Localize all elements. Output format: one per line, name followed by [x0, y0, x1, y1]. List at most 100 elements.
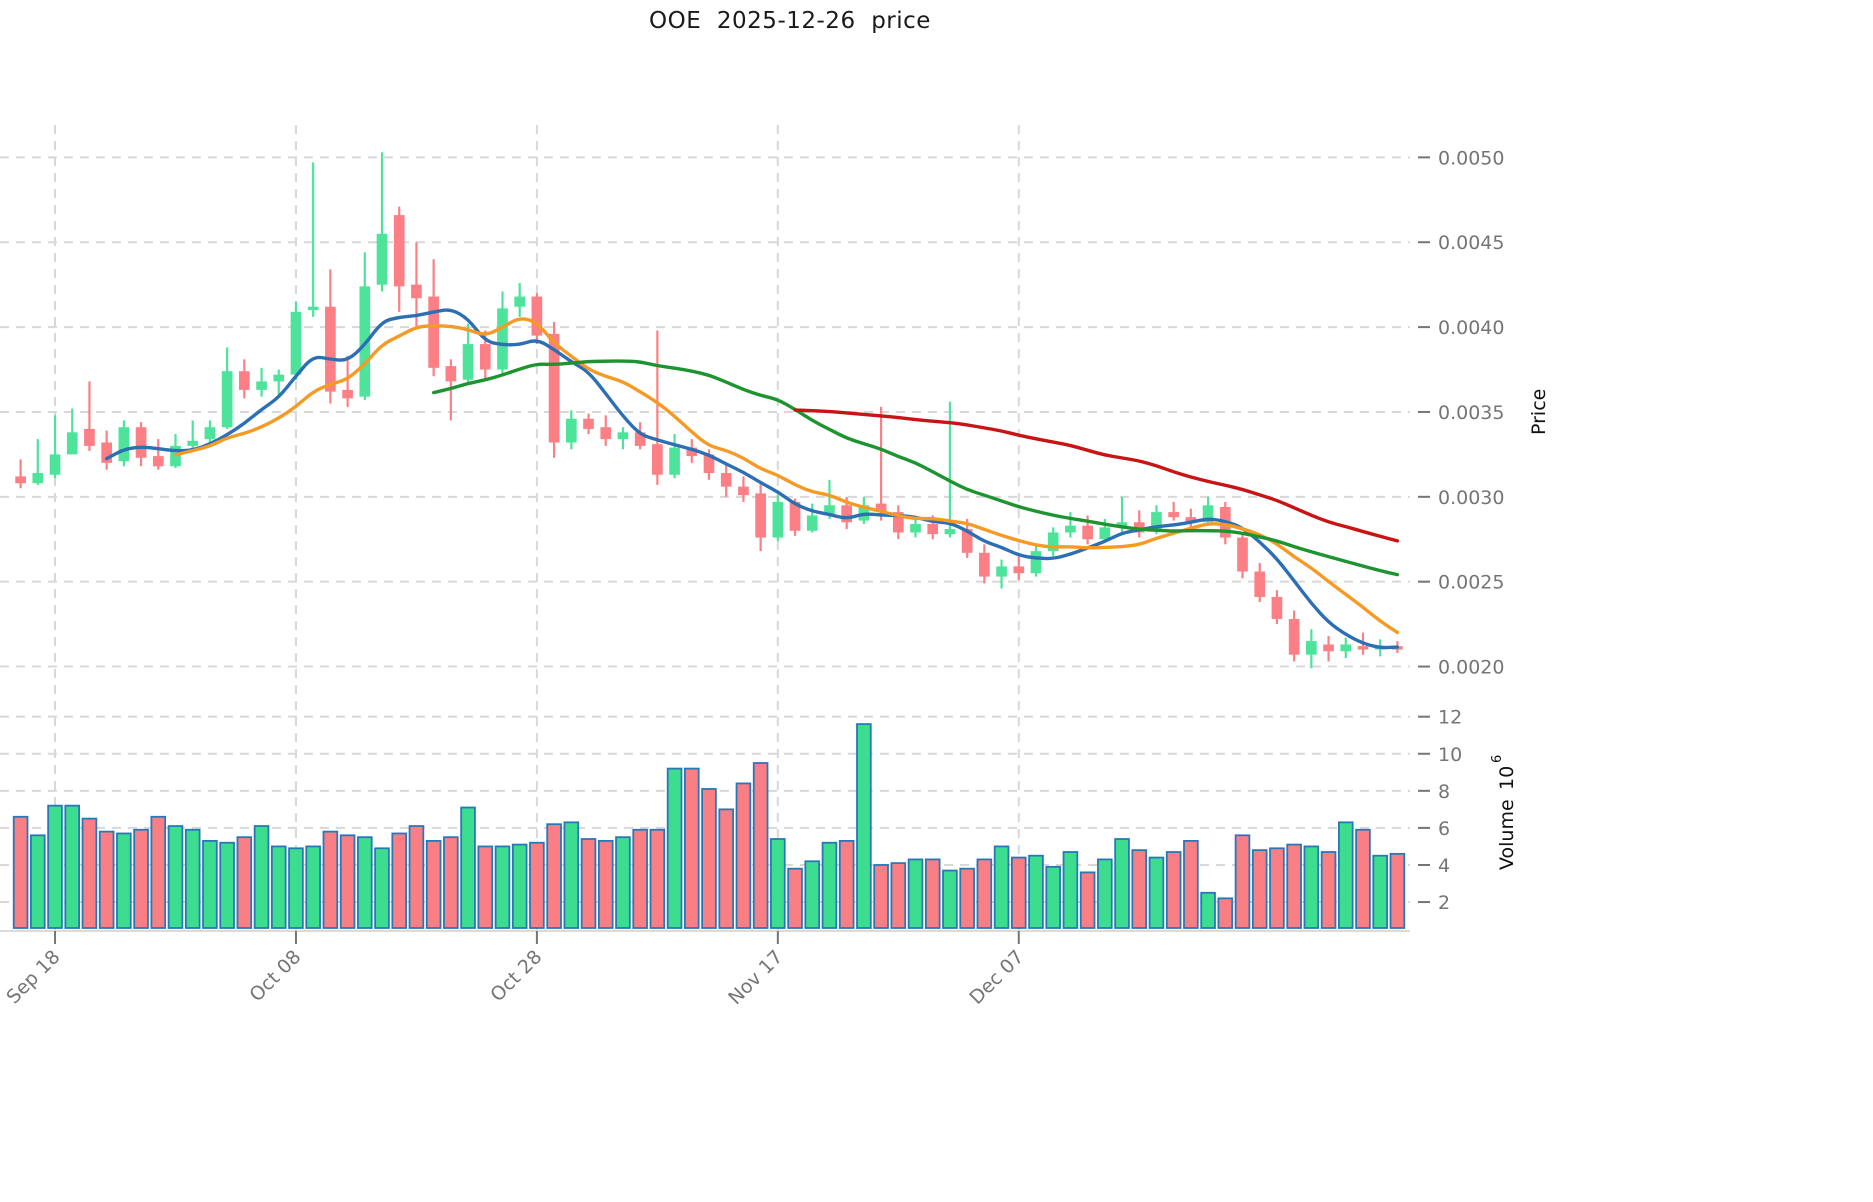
volume-bar [202, 839, 218, 929]
volume-tick-label: 2 [1438, 892, 1450, 914]
price-tick-label: 0.0025 [1438, 572, 1504, 594]
volume-bar [942, 869, 958, 929]
volume-bar [81, 817, 98, 929]
volume-bar [1114, 838, 1130, 929]
candle-body [1357, 646, 1369, 650]
volume-bar [374, 847, 390, 929]
candle-body [1116, 522, 1128, 528]
volume-bar [735, 782, 752, 929]
volume-bar [804, 860, 821, 929]
candle-body [1323, 644, 1334, 652]
candle-body [772, 501, 784, 538]
price-tick-label: 0.0045 [1438, 232, 1504, 254]
volume-bar [1389, 852, 1406, 929]
candle-body [979, 552, 990, 577]
volume-bar [856, 723, 872, 929]
volume-bar [580, 838, 597, 929]
candle-body [1030, 551, 1042, 574]
volume-bar [1234, 834, 1251, 929]
volume-bar [270, 845, 287, 929]
candle-body [101, 442, 112, 463]
candle-body [617, 432, 629, 440]
candle-body [944, 529, 956, 535]
candle-body [135, 427, 147, 458]
volume-bar [150, 815, 167, 929]
right-axis: 0.0050 0.0045 0.0040 0.0035 0.0030 0.0025 0.00… [1418, 147, 1504, 914]
candle-body [66, 432, 78, 455]
date-tick-label: Nov 17 [724, 946, 787, 1009]
candle-body [961, 529, 973, 553]
candle-body [376, 233, 388, 285]
volume-bar [64, 804, 81, 929]
candle-body [996, 566, 1007, 577]
x-axis: Sep 18 Oct 08 Oct 28 Nov 17 Dec 07 [0, 930, 1410, 1009]
volume-bar [1286, 843, 1302, 929]
volume-bar [460, 806, 476, 929]
volume-bar [1079, 871, 1096, 929]
candle-body [1185, 517, 1197, 523]
ma-orange-line [173, 317, 1400, 635]
candle-body [221, 371, 233, 428]
volume-bar [477, 845, 494, 929]
volume-bar [1062, 851, 1079, 929]
volume-bar [890, 862, 907, 929]
candle-body [152, 456, 164, 467]
volume-bar [167, 825, 184, 929]
candle-body [32, 473, 44, 484]
volume-bar [116, 832, 132, 929]
candle-body [342, 389, 353, 399]
candle-body [634, 432, 646, 446]
candle-body [927, 523, 939, 535]
chart-title: OOE 2025-12-26 price [649, 8, 931, 34]
date-tick-label: Dec 07 [965, 946, 1028, 1009]
volume-bar [770, 838, 786, 929]
candlestick-series [15, 152, 1403, 669]
candle-body [514, 296, 526, 307]
volume-bar [649, 828, 666, 929]
candle-body [1133, 522, 1145, 533]
candle-body [187, 440, 199, 446]
volume-bar [494, 845, 511, 929]
candle-body [1340, 644, 1352, 652]
moving-average-series [104, 308, 1400, 650]
candle-body [824, 505, 835, 516]
volume-bar [838, 839, 855, 929]
candle-body [325, 306, 336, 392]
volume-bar [959, 867, 975, 929]
volume-bar [1337, 821, 1354, 929]
candle-body [1082, 525, 1093, 540]
volume-bar [924, 858, 941, 929]
volume-bar [1028, 854, 1044, 929]
ma-green-line [431, 359, 1400, 577]
candle-body [686, 447, 698, 457]
axis-names: Price Volume 10 6 [1490, 389, 1550, 870]
volume-bar [1320, 851, 1337, 929]
volume-bar [976, 858, 993, 929]
candle-body [565, 418, 577, 443]
volume-bar [873, 864, 889, 929]
volume-bar [546, 823, 562, 929]
candle-body [669, 447, 680, 475]
volume-bar [718, 808, 734, 929]
ma-darkred-line [793, 408, 1400, 543]
volume-bar [305, 845, 321, 929]
date-tick-label: Oct 28 [486, 946, 546, 1006]
candle-body [841, 505, 853, 523]
candle-body [1254, 571, 1266, 597]
volume-bar [443, 836, 459, 929]
candle-body [118, 427, 130, 462]
candle-body [910, 523, 921, 533]
volume-bar [253, 825, 270, 929]
volume-bar [701, 788, 717, 929]
volume-bar [1355, 828, 1371, 929]
candle-body [1168, 512, 1180, 518]
volume-bar [133, 828, 149, 929]
volume-bar [184, 828, 201, 929]
volume-bar [1372, 854, 1388, 929]
volume-exponent-superscript: 6 [1490, 755, 1505, 763]
candle-body [1099, 527, 1111, 540]
volume-bar [322, 830, 339, 929]
volume-bar [666, 767, 683, 929]
